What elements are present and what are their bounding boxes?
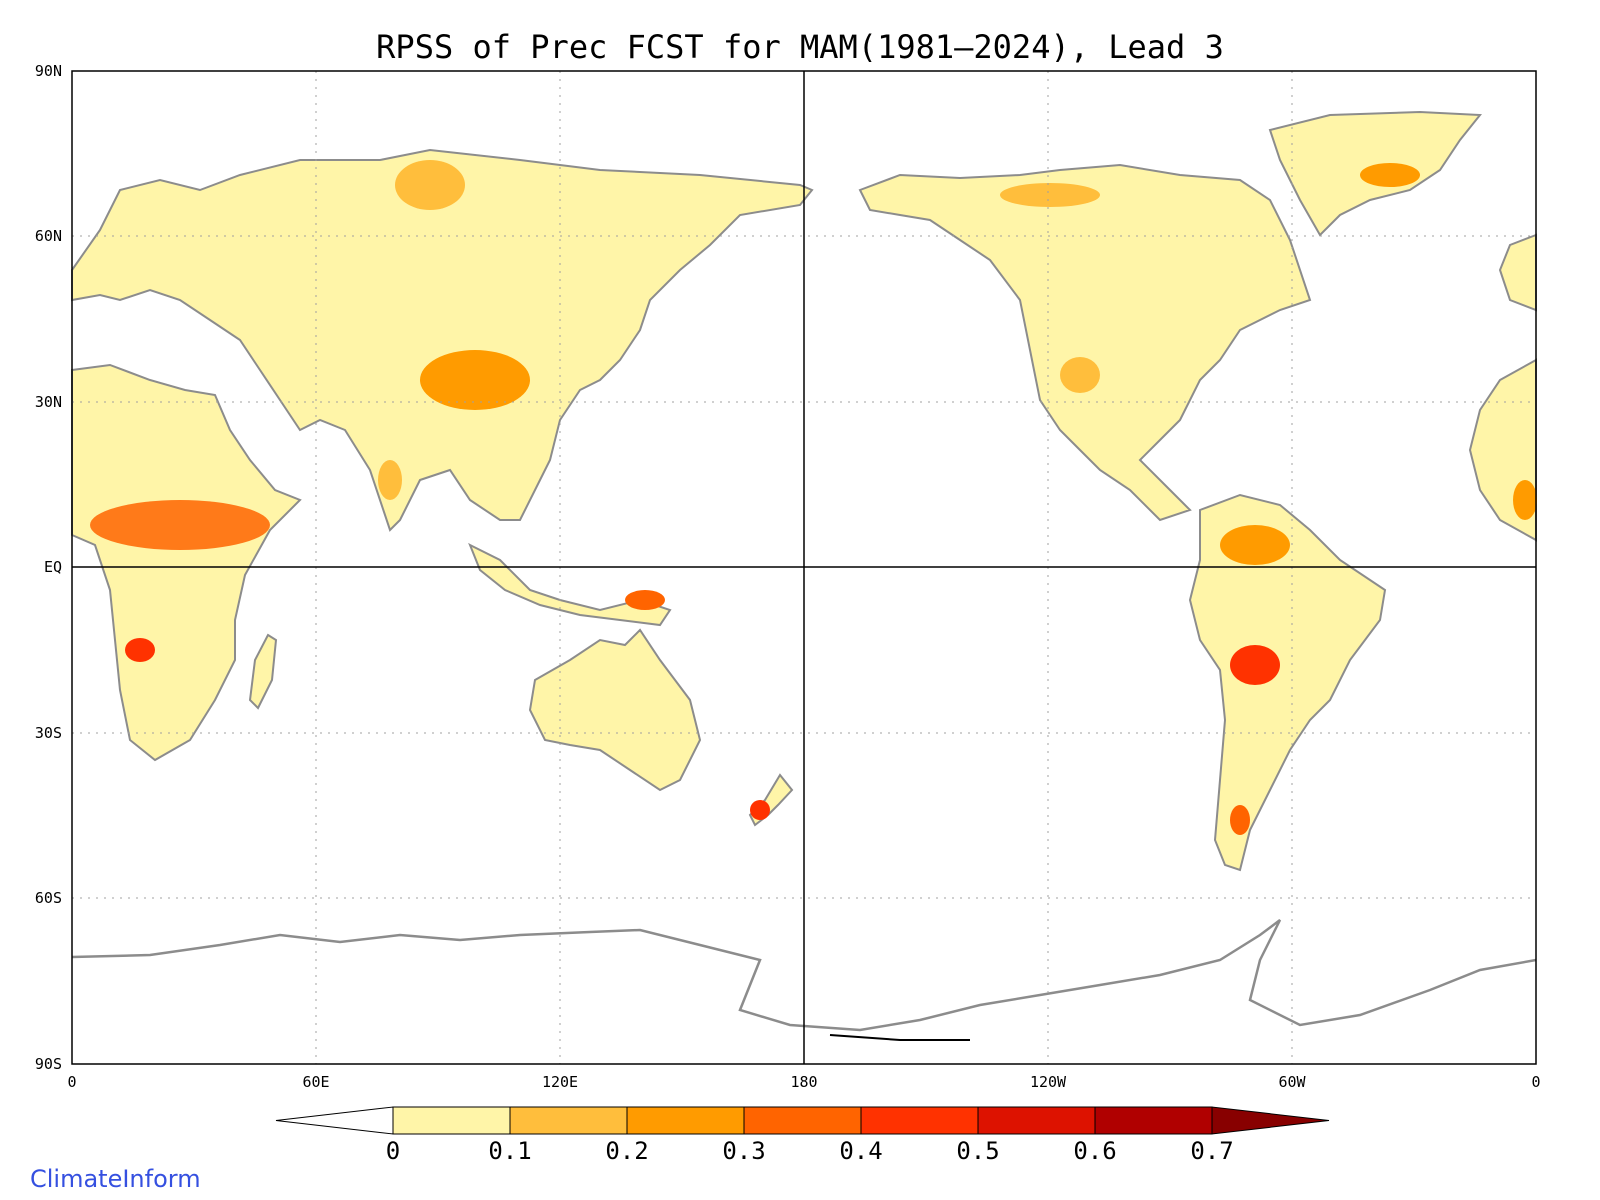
colorbar-segment [860,1106,979,1135]
land-antarctica [71,919,1537,1032]
skill-patch [1000,183,1100,207]
credit-label: ClimateInform [30,1165,201,1193]
lon-label: 60E [302,1073,329,1091]
colorbar-segment [1094,1106,1213,1135]
land-australia [528,628,702,792]
colorbar-tick-label: 0.7 [1190,1137,1233,1165]
high-skill-patches [90,160,1537,835]
skill-patch [125,638,155,662]
map-title: RPSS of Prec FCST for MAM(1981—2024), Le… [376,28,1224,66]
land-antarctica-ross [829,1034,970,1041]
skill-patch [1220,525,1290,565]
lat-label: 30N [35,393,62,411]
lon-label: 0 [67,1073,76,1091]
colorbar-segment [626,1106,745,1135]
colorbar: 0 0.1 0.2 0.3 0.4 0.5 0.6 0.7 [275,1106,1330,1165]
lon-label: 120W [1030,1073,1067,1091]
colorbar-tick-label: 0.3 [722,1137,765,1165]
colorbar-tick-label: 0.1 [488,1137,531,1165]
colorbar-tick-label: 0.5 [956,1137,999,1165]
colorbar-segment [509,1106,628,1135]
lat-label: 60S [35,889,62,907]
skill-patch [750,800,770,820]
lat-label: 60N [35,227,62,245]
lon-label: 180 [790,1073,817,1091]
lon-label: 60W [1278,1073,1306,1091]
longitude-labels: 0 60E 120E 180 120W 60W 0 [67,1073,1540,1091]
land-eurasia [71,148,814,532]
skill-patch [1230,805,1250,835]
map-frame [71,70,1537,1065]
land-indonesia [468,542,672,627]
colorbar-segment [392,1106,511,1135]
lat-label: 90S [35,1055,62,1073]
skill-patch [395,160,465,210]
skill-patch [1360,163,1420,187]
colorbar-tick-label: 0.4 [839,1137,882,1165]
colorbar-segment [743,1106,862,1135]
lat-label: 30S [35,724,62,742]
skill-patch [378,460,402,500]
land-africa [71,363,302,762]
land-madagascar [248,633,278,710]
skill-patch [420,350,530,410]
skill-patch [1513,480,1537,520]
land-north-america [858,163,1312,522]
colorbar-segment [977,1106,1096,1135]
colorbar-tick-label: 0.6 [1073,1137,1116,1165]
lat-label: 90N [35,62,62,80]
skill-patch [90,500,270,550]
skill-patch [1060,357,1100,393]
colorbar-under-triangle [275,1106,394,1135]
lat-label: EQ [44,558,62,576]
lon-label: 120E [542,1073,578,1091]
latitude-labels: 90N 60N 30N EQ 30S 60S 90S [35,62,62,1073]
skill-patch [625,590,665,610]
colorbar-tick-label: 0 [386,1137,400,1165]
colorbar-tick-label: 0.2 [605,1137,648,1165]
colorbar-over-triangle [1211,1106,1330,1135]
skill-patch [1230,645,1280,685]
lon-label: 0 [1531,1073,1540,1091]
land-south-america [1188,493,1387,872]
